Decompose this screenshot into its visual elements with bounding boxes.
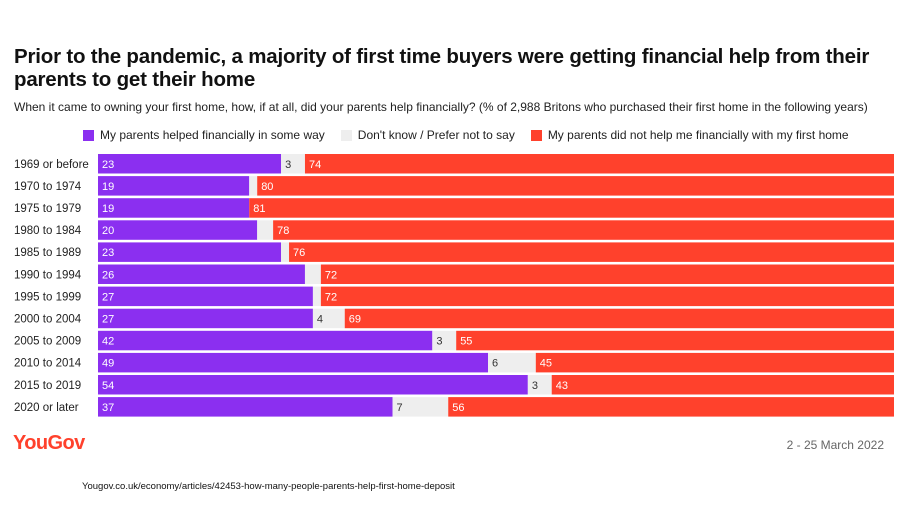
data-label-dont-know: 3: [436, 336, 442, 348]
legend: My parents helped financially in some wa…: [83, 128, 865, 142]
bar-not-helped: [456, 330, 894, 351]
bar-dont-know: [304, 264, 321, 284]
survey-date: 2 - 25 March 2022: [786, 438, 884, 452]
category-label: 1975 to 1979: [14, 203, 81, 215]
data-label-helped: 23: [102, 159, 114, 171]
bar-not-helped: [273, 220, 894, 240]
bar-helped: [98, 397, 393, 417]
data-label-not-helped: 78: [277, 225, 289, 237]
chart-subtitle: When it came to owning your first home, …: [14, 100, 868, 114]
data-label-helped: 20: [102, 225, 114, 237]
legend-label-helped: My parents helped financially in some wa…: [100, 128, 325, 142]
data-label-dont-know: 7: [397, 402, 403, 414]
bar-dont-know: [488, 352, 536, 373]
legend-item-not-helped: My parents did not help me financially w…: [530, 128, 849, 142]
chart-title: Prior to the pandemic, a majority of fir…: [14, 45, 870, 91]
source-url: Yougov.co.uk/economy/articles/42453-how-…: [82, 481, 455, 492]
bar-helped: [98, 264, 305, 284]
data-label-helped: 54: [102, 380, 114, 392]
yougov-logo: YouGov: [13, 432, 85, 454]
data-label-not-helped: 56: [452, 402, 464, 414]
legend-item-helped: My parents helped financially in some wa…: [83, 128, 325, 142]
category-label: 1969 or before: [14, 159, 89, 171]
bar-dont-know: [312, 286, 321, 307]
bar-helped: [98, 176, 250, 196]
category-label: 1985 to 1989: [14, 247, 81, 259]
data-label-helped: 23: [102, 247, 114, 259]
data-label-helped: 27: [102, 291, 114, 303]
category-label: 2000 to 2004: [14, 313, 82, 325]
data-label-helped: 42: [102, 336, 114, 348]
bar-not-helped: [249, 198, 895, 218]
data-label-helped: 26: [102, 269, 114, 281]
bar-helped: [98, 286, 313, 307]
bar-not-helped: [289, 242, 894, 262]
category-label: 2015 to 2019: [14, 380, 81, 392]
data-label-dont-know: 3: [285, 159, 291, 171]
data-label-dont-know: 3: [532, 380, 538, 392]
category-label: 2005 to 2009: [14, 336, 81, 348]
bar-dont-know: [527, 375, 552, 395]
bar-helped: [98, 154, 282, 174]
bar-helped: [98, 375, 528, 395]
data-label-not-helped: 76: [293, 247, 305, 259]
data-label-not-helped: 72: [325, 291, 337, 303]
data-label-helped: 37: [102, 402, 114, 414]
data-label-helped: 19: [102, 203, 114, 215]
bar-not-helped: [257, 176, 894, 196]
bar-not-helped: [535, 352, 894, 373]
bar-helped: [98, 220, 258, 240]
category-label: 2020 or later: [14, 402, 79, 414]
bar-not-helped: [344, 308, 894, 329]
category-label: 1970 to 1974: [14, 181, 82, 193]
data-label-not-helped: 55: [460, 336, 472, 348]
bar-helped: [98, 308, 313, 329]
legend-swatch-helped: [83, 129, 94, 141]
bar-not-helped: [551, 375, 894, 395]
bar-dont-know: [257, 220, 274, 240]
category-label: 2010 to 2014: [14, 358, 82, 370]
category-label: 1980 to 1984: [14, 225, 82, 237]
legend-label-not-helped: My parents did not help me financially w…: [547, 128, 849, 142]
category-label: 1990 to 1994: [14, 269, 82, 281]
data-label-not-helped: 69: [349, 313, 361, 325]
data-label-dont-know: 6: [492, 358, 498, 370]
legend-swatch-dont-know: [340, 129, 352, 141]
bar-helped: [98, 242, 282, 262]
data-label-not-helped: 74: [309, 159, 321, 171]
bar-not-helped: [304, 154, 895, 174]
data-label-not-helped: 81: [253, 203, 265, 215]
legend-item-dont-know: Don't know / Prefer not to say: [340, 128, 515, 142]
bar-helped: [98, 352, 489, 373]
bar-not-helped: [320, 286, 894, 307]
data-label-not-helped: 45: [540, 358, 552, 370]
data-label-not-helped: 80: [261, 181, 273, 193]
data-label-helped: 49: [102, 358, 114, 370]
bar-dont-know: [249, 176, 258, 196]
data-label-dont-know: 4: [317, 313, 323, 325]
data-label-helped: 19: [102, 181, 114, 193]
bar-dont-know: [392, 397, 449, 417]
bar-helped: [98, 330, 433, 351]
bar-dont-know: [432, 330, 457, 351]
data-label-not-helped: 43: [556, 380, 568, 392]
data-label-helped: 27: [102, 313, 114, 325]
legend-swatch-not-helped: [530, 129, 542, 141]
legend-label-dont-know: Don't know / Prefer not to say: [357, 128, 515, 142]
bar-dont-know: [281, 154, 305, 174]
category-label: 1995 to 1999: [14, 291, 81, 303]
bar-dont-know: [281, 242, 290, 262]
bar-not-helped: [448, 397, 894, 417]
bar-helped: [98, 198, 250, 218]
bar-not-helped: [320, 264, 894, 284]
bar-dont-know: [312, 308, 345, 329]
data-label-not-helped: 72: [325, 269, 337, 281]
